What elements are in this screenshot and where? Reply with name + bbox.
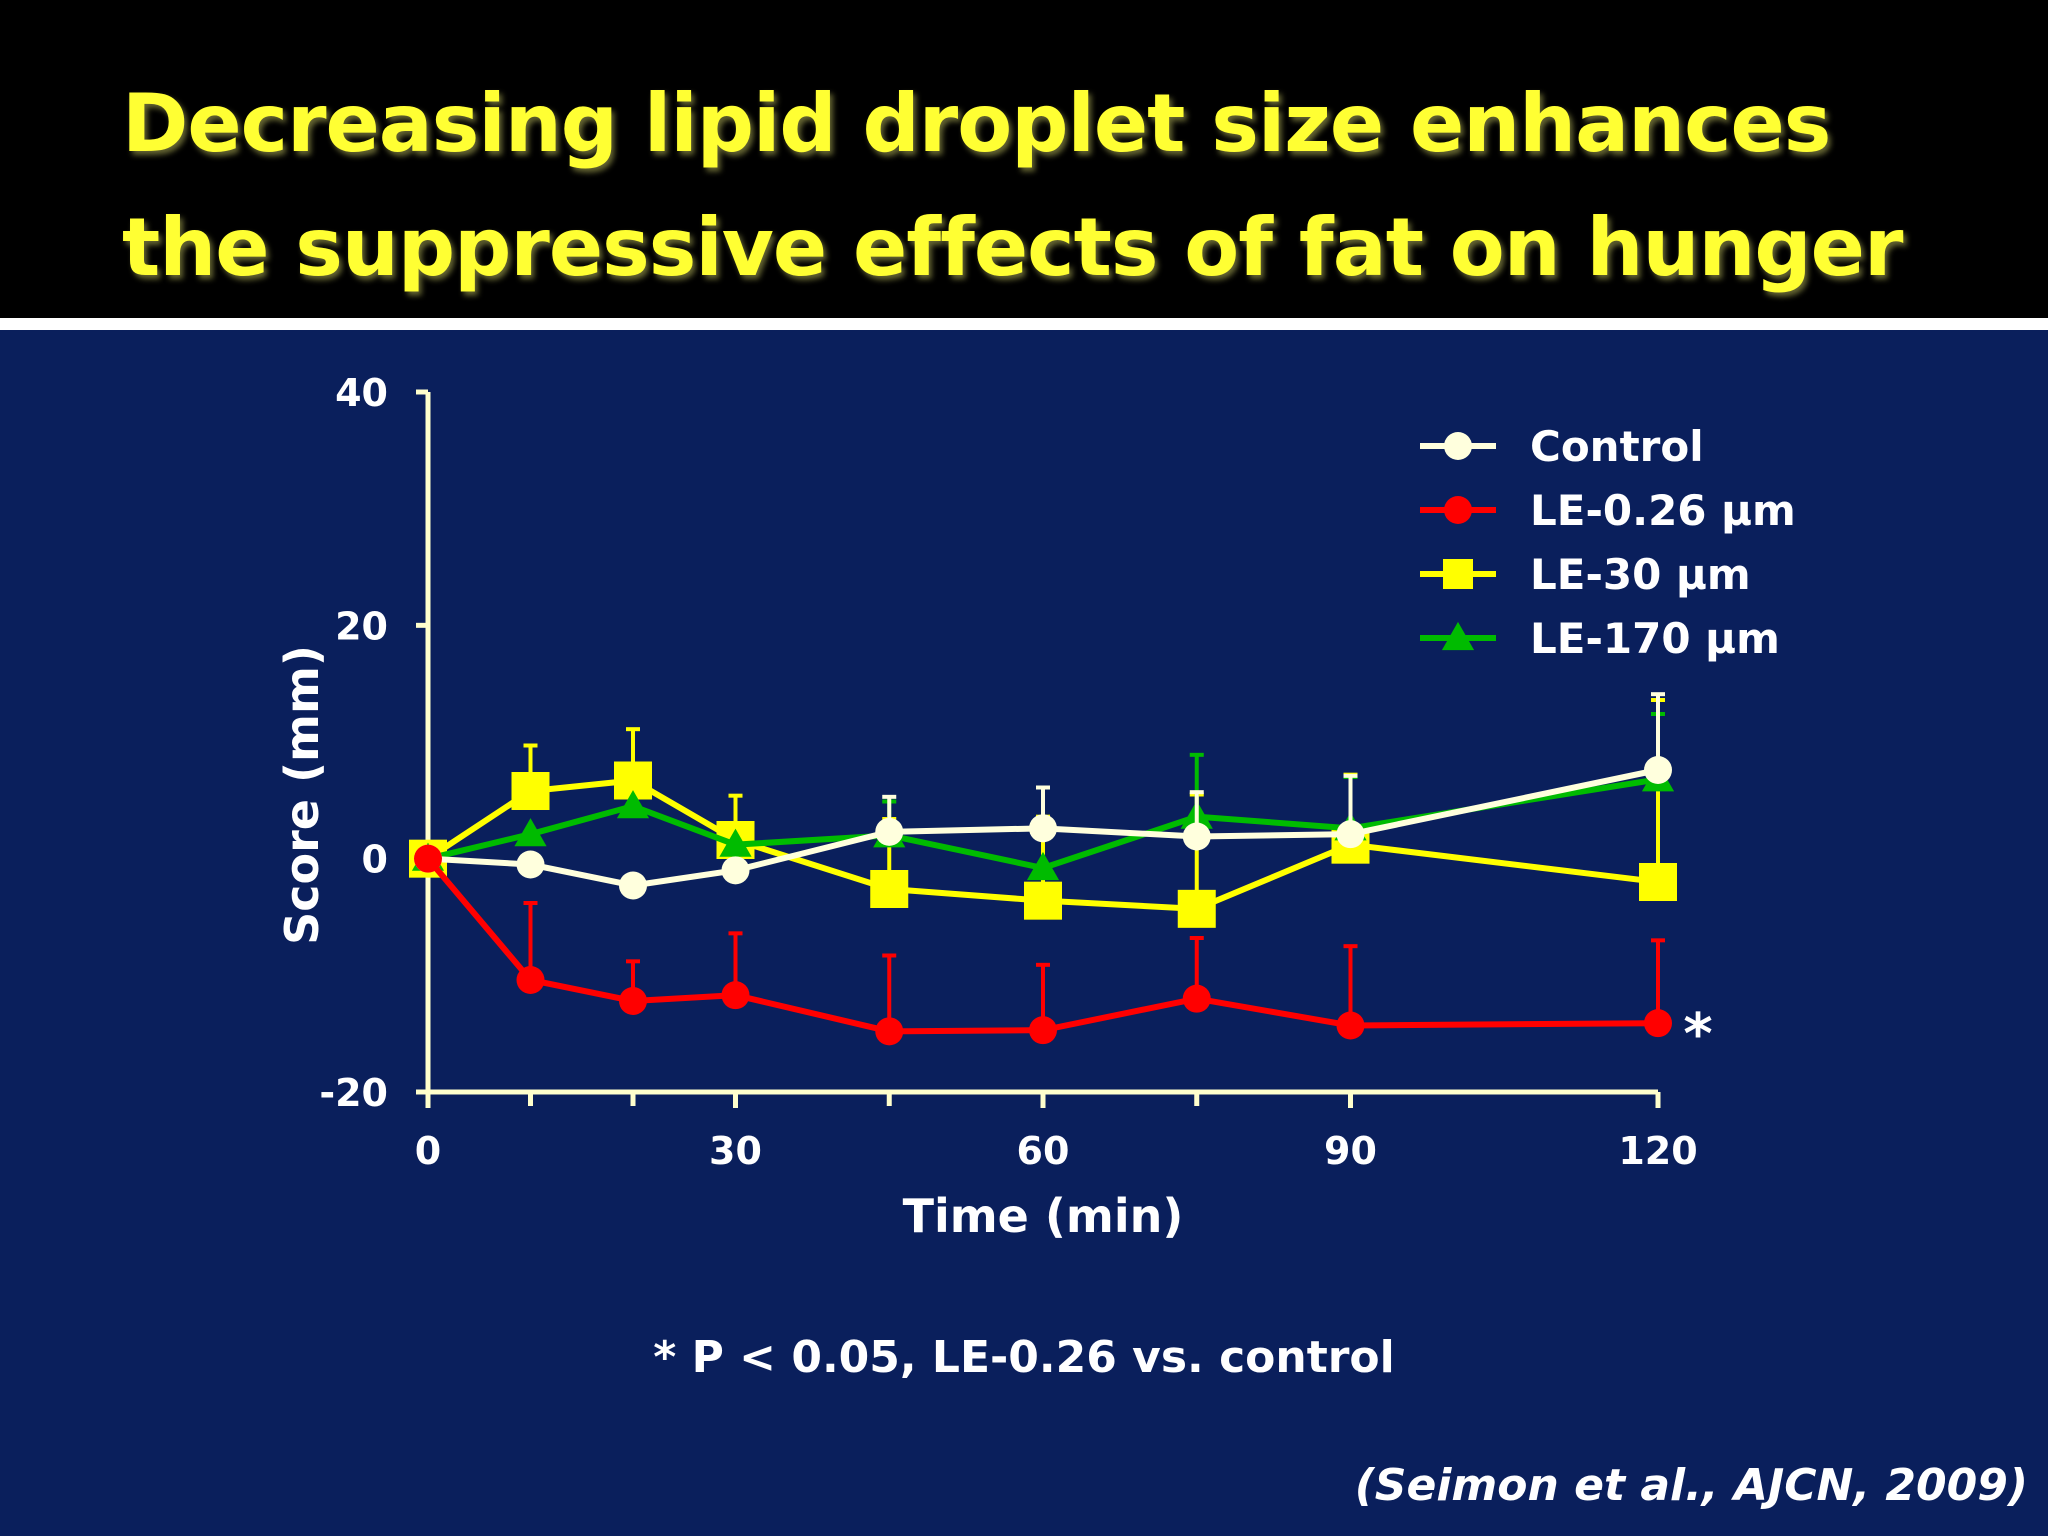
data-point [1182, 822, 1211, 851]
data-point [1024, 881, 1062, 920]
legend-item: LE-0.26 μm [1420, 486, 1796, 535]
data-point [619, 871, 647, 900]
data-point [1441, 621, 1475, 651]
data-point [1444, 496, 1472, 524]
data-point [1444, 432, 1472, 460]
data-point [1644, 1009, 1672, 1038]
data-point [1443, 559, 1473, 589]
data-point [414, 844, 442, 873]
significance-footnote: * P < 0.05, LE-0.26 vs. control [653, 1332, 1395, 1383]
data-point [1644, 756, 1672, 784]
slide-title-line-1: Decreasing lipid droplet size enhances [122, 77, 1831, 170]
y-tick-label: 20 [335, 604, 388, 648]
data-point [1177, 889, 1216, 928]
slide-title-line-2: the suppressive effects of fat on hunger [122, 201, 1903, 294]
data-point [870, 870, 909, 908]
x-axis-title: Time (min) [903, 1189, 1184, 1243]
data-point [1336, 1011, 1365, 1040]
x-tick-label: 90 [1324, 1129, 1377, 1173]
legend-item: LE-30 μm [1420, 550, 1751, 599]
legend-label: LE-170 μm [1530, 614, 1780, 663]
data-point [619, 987, 647, 1015]
data-point [616, 790, 650, 819]
legend-label: LE-0.26 μm [1530, 486, 1796, 535]
significance-marker: * [1683, 1002, 1712, 1067]
data-point [516, 966, 545, 994]
data-point [514, 818, 547, 847]
data-point [875, 817, 904, 846]
x-tick-label: 60 [1017, 1129, 1070, 1173]
legend-label: LE-30 μm [1530, 550, 1751, 599]
y-axis-title: Score (mm) [275, 645, 329, 945]
data-point [719, 828, 752, 857]
legend-label: Control [1530, 422, 1704, 471]
y-tick-label: 0 [362, 838, 388, 882]
series-le-0-26-m [414, 844, 1672, 1046]
legend-item: Control [1420, 422, 1704, 471]
x-tick-label: 0 [415, 1129, 441, 1173]
data-point [1029, 1016, 1057, 1045]
title-divider [0, 318, 2048, 330]
data-point [721, 981, 750, 1010]
y-tick-label: 40 [335, 371, 388, 415]
series-control [414, 692, 1672, 900]
title-band [0, 0, 2048, 318]
data-point [1029, 814, 1057, 843]
line-chart: -20 20 40 0 0 30 60 90 120 Time (min) Score (mm) * C… [275, 371, 1796, 1243]
data-point [721, 856, 750, 885]
data-point [1639, 863, 1677, 901]
data-point [1026, 851, 1060, 881]
data-point [511, 772, 550, 810]
data-point [1336, 820, 1365, 849]
data-point [1182, 984, 1211, 1013]
data-point [516, 850, 545, 879]
citation: (Seimon et al., AJCN, 2009) [1354, 1460, 2028, 1511]
x-tick-label: 30 [709, 1129, 762, 1173]
y-tick-label: -20 [319, 1071, 388, 1115]
x-tick-label: 120 [1618, 1129, 1697, 1173]
legend: Control LE-0.26 μm LE-30 μm LE-170 μm [1420, 422, 1796, 663]
slide-title: Decreasing lipid droplet size enhances t… [122, 62, 2022, 310]
data-point [875, 1017, 904, 1046]
legend-item: LE-170 μm [1420, 614, 1780, 663]
